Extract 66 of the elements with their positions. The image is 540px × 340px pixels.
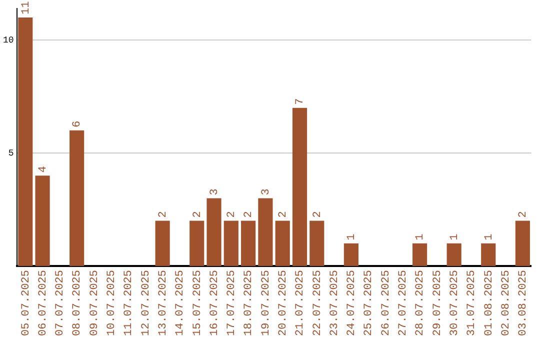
x-tick-label: 13.07.2025 bbox=[157, 270, 170, 336]
x-tick-label: 08.07.2025 bbox=[72, 270, 84, 336]
data-label: 6 bbox=[72, 120, 84, 128]
bar bbox=[18, 17, 33, 266]
x-tick-label: 31.07.2025 bbox=[466, 270, 478, 336]
bar bbox=[241, 220, 256, 266]
data-label: 1 bbox=[483, 233, 496, 240]
data-label: 2 bbox=[157, 211, 170, 218]
x-tick-label: 05.07.2025 bbox=[20, 270, 32, 336]
x-tick-label: 20.07.2025 bbox=[278, 270, 290, 336]
x-tick-label: 18.07.2025 bbox=[243, 270, 256, 336]
x-tick-label: 24.07.2025 bbox=[346, 270, 358, 336]
bar bbox=[481, 243, 496, 266]
x-tick-label: 09.07.2025 bbox=[88, 270, 101, 336]
data-label: 7 bbox=[294, 98, 307, 105]
bar bbox=[412, 243, 428, 266]
x-tick-label: 30.07.2025 bbox=[448, 270, 461, 336]
y-tick-label: 10 bbox=[2, 35, 14, 46]
bar bbox=[35, 176, 50, 266]
bar bbox=[446, 243, 462, 266]
x-tick-label: 22.07.2025 bbox=[312, 270, 324, 336]
x-tick-label: 17.07.2025 bbox=[226, 270, 238, 336]
x-tick-label: 21.07.2025 bbox=[294, 270, 307, 336]
bar bbox=[515, 220, 530, 266]
x-tick-label: 07.07.2025 bbox=[54, 270, 67, 336]
x-tick-label: 10.07.2025 bbox=[106, 270, 118, 336]
data-label: 4 bbox=[37, 166, 50, 173]
x-tick-label: 06.07.2025 bbox=[37, 270, 50, 336]
x-tick-label: 02.08.2025 bbox=[500, 270, 512, 336]
data-label: 1 bbox=[346, 233, 358, 240]
bar bbox=[224, 220, 238, 266]
x-tick-label: 25.07.2025 bbox=[363, 270, 376, 336]
data-label: 1 bbox=[414, 233, 427, 240]
data-label: 2 bbox=[278, 211, 290, 218]
x-tick-label: 01.08.2025 bbox=[483, 270, 496, 336]
x-tick-label: 19.07.2025 bbox=[260, 270, 272, 336]
x-tick-label: 26.07.2025 bbox=[380, 270, 392, 336]
data-label: 2 bbox=[312, 211, 324, 218]
data-label: 2 bbox=[226, 211, 238, 218]
data-label: 2 bbox=[192, 211, 204, 218]
bar bbox=[275, 220, 290, 266]
x-tick-label: 28.07.2025 bbox=[414, 270, 427, 336]
bar bbox=[310, 220, 324, 266]
data-label: 3 bbox=[208, 188, 221, 196]
x-tick-label: 15.07.2025 bbox=[192, 270, 204, 336]
data-label: 3 bbox=[260, 188, 272, 196]
data-label: 11 bbox=[20, 0, 32, 14]
bar bbox=[292, 108, 308, 266]
data-label: 2 bbox=[243, 211, 256, 218]
x-tick-label: 12.07.2025 bbox=[140, 270, 152, 336]
x-tick-label: 14.07.2025 bbox=[174, 270, 187, 336]
bar bbox=[344, 243, 358, 266]
x-tick-label: 27.07.2025 bbox=[398, 270, 410, 336]
bar bbox=[70, 130, 84, 266]
x-tick-label: 11.07.2025 bbox=[123, 270, 136, 336]
data-label: 1 bbox=[448, 233, 461, 240]
data-label: 2 bbox=[518, 211, 530, 218]
y-tick-label: 5 bbox=[8, 148, 14, 158]
x-tick-label: 03.08.2025 bbox=[518, 270, 530, 336]
bar bbox=[155, 220, 170, 266]
bar bbox=[258, 198, 273, 266]
bar bbox=[206, 198, 222, 266]
x-tick-label: 29.07.2025 bbox=[432, 270, 444, 336]
bar bbox=[190, 220, 204, 266]
x-tick-label: 16.07.2025 bbox=[208, 270, 221, 336]
x-tick-label: 23.07.2025 bbox=[328, 270, 341, 336]
